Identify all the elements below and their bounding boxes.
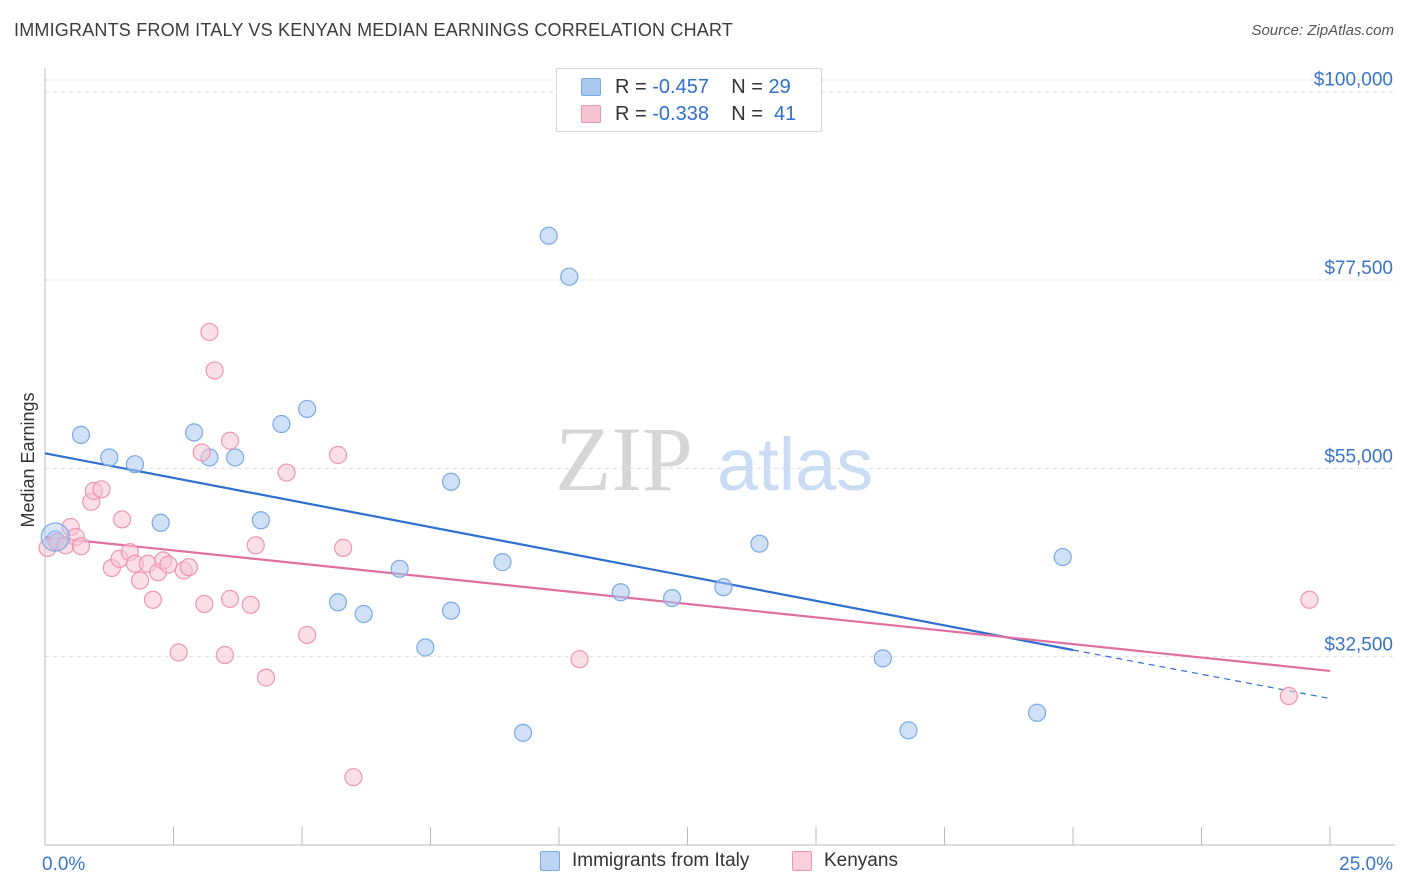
kenyans-point [246, 536, 265, 555]
italy-point [125, 455, 145, 474]
kenyans-point [112, 510, 132, 529]
italy-point [40, 522, 70, 552]
kenyans-point [143, 590, 163, 609]
italy-point [100, 448, 119, 467]
legend-label-italy: Immigrants from Italy [572, 850, 750, 871]
legend-n-label: N = [731, 102, 763, 125]
kenyans-point [195, 594, 214, 614]
kenyans-point [71, 537, 91, 556]
kenyans-point [334, 538, 353, 557]
italy-point [513, 723, 533, 742]
italy-point [714, 578, 733, 597]
watermark-atlas: atlas [717, 423, 873, 506]
legend-r-value: -0.457 [652, 75, 709, 98]
italy-point [298, 399, 317, 419]
italy-point [539, 226, 558, 245]
italy-point [662, 588, 682, 608]
kenyans-point [1279, 686, 1298, 706]
gridlines [45, 79, 1395, 658]
legend-n-value: 41 [774, 102, 797, 125]
kenyans-point [256, 668, 276, 687]
italy-point [71, 425, 91, 444]
italy-point [354, 604, 373, 624]
kenyans-point [192, 443, 211, 462]
trend-lines [44, 452, 1331, 700]
kenyans-point [205, 361, 224, 380]
italy-point [416, 638, 435, 657]
italy-point [899, 721, 918, 740]
y-tick-label: $77,500 [1324, 258, 1393, 279]
italy-point [328, 593, 348, 612]
watermark: ZIP atlas [555, 408, 873, 510]
kenyans-point [130, 571, 150, 590]
y-tick-label: $55,000 [1324, 446, 1393, 467]
legend-item-italy: Immigrants from Italy [540, 850, 749, 872]
kenyans-point [328, 445, 348, 465]
italy-point [560, 267, 579, 286]
italy-point [226, 448, 245, 467]
italy-point [493, 553, 512, 572]
kenyans-point [298, 625, 317, 645]
source-label: Source: ZipAtlas.com [1251, 22, 1394, 39]
kenyans-point [215, 645, 234, 665]
legend-n-value: 29 [768, 75, 791, 98]
kenyans-point [92, 480, 111, 499]
kenyans-point [220, 431, 240, 450]
italy-point [272, 414, 291, 434]
y-axis-label: Median Earnings [18, 392, 38, 527]
x-tick-label: 0.0% [42, 854, 85, 875]
legend-swatch-kenyans [581, 105, 601, 123]
italy-point [1053, 547, 1072, 567]
axes [44, 68, 1395, 846]
italy-point [873, 649, 892, 668]
italy-point [151, 513, 170, 532]
legend-r-label: R = [615, 102, 647, 125]
kenyans-point [179, 558, 199, 577]
legend-r-label: R = [615, 75, 647, 98]
legend-swatch-italy [581, 78, 601, 96]
italy-point [611, 583, 630, 602]
italy-point [750, 534, 769, 553]
y-tick-label: $100,000 [1314, 70, 1393, 91]
kenyans-point [570, 650, 589, 669]
kenyans-point [277, 463, 296, 482]
italy-point [441, 601, 461, 620]
kenyans-point [200, 322, 219, 342]
italy-point [251, 511, 270, 530]
legend-label-kenyans: Kenyans [824, 850, 898, 871]
italy-trend-line [44, 452, 1074, 652]
chart-title: IMMIGRANTS FROM ITALY VS KENYAN MEDIAN E… [14, 20, 734, 40]
kenyans-point [220, 589, 240, 609]
x-tick-label: 25.0% [1339, 854, 1393, 875]
italy-point [390, 559, 409, 578]
kenyans-point [241, 595, 260, 614]
kenyans-point [344, 768, 363, 787]
legend-row-italy: R = -0.457 N = 29 [581, 75, 791, 99]
legend-swatch-kenyans [792, 851, 812, 871]
kenyans-trend-line [44, 535, 1331, 673]
italy-point [1027, 703, 1047, 722]
legend-r-value: -0.338 [652, 102, 709, 125]
legend-swatch-italy [540, 851, 560, 871]
data-points [38, 226, 1319, 787]
series-legend: Immigrants from Italy Kenyans [0, 850, 1406, 878]
italy-point [441, 472, 461, 491]
legend-item-kenyans: Kenyans [792, 850, 898, 872]
legend-n-label: N = [731, 75, 763, 98]
watermark-zip: ZIP [555, 408, 693, 510]
kenyans-point [159, 555, 178, 574]
tick-labels: $32,500 $55,000 $77,500 $100,000 0.0% 25.0% Me… [18, 70, 1393, 875]
legend-row-kenyans: R = -0.338 N = 41 [581, 102, 796, 126]
y-tick-label: $32,500 [1324, 635, 1393, 656]
kenyans-point [169, 643, 188, 662]
kenyans-point [1300, 590, 1319, 609]
correlation-legend: R = -0.457 N = 29 R = -0.338 N = 41 [556, 68, 822, 132]
italy-point [184, 423, 204, 442]
